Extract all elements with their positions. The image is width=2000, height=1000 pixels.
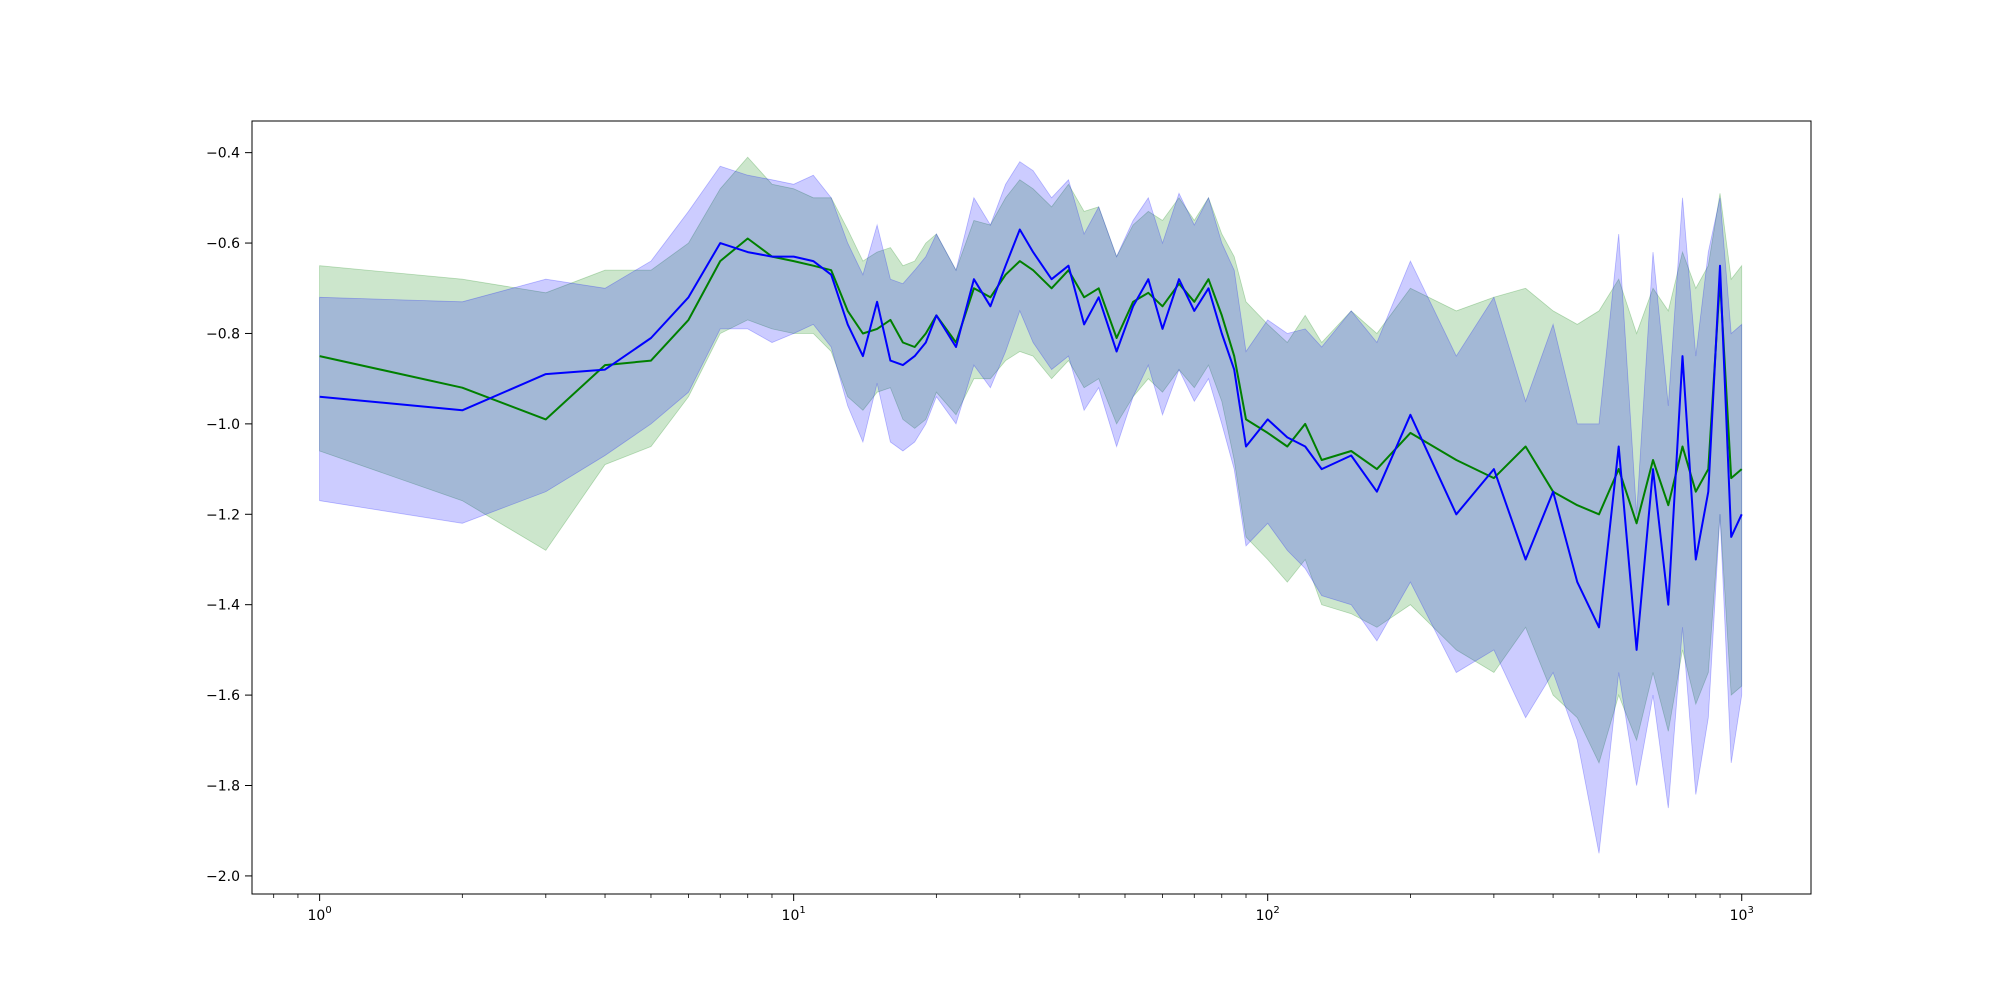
y-axis: −0.4 −0.6 −0.8 −1.0 −1.2 −1.4 −1.6 −1.8 −2.0 xyxy=(206,146,252,885)
y-tick-label: −1.8 xyxy=(206,779,240,795)
x-tick-label: 103 xyxy=(1730,905,1754,924)
x-tick-label: 101 xyxy=(782,905,806,924)
y-tick-label: −2.0 xyxy=(206,869,240,885)
series-2-line xyxy=(319,228,1743,651)
x-tick-label: 102 xyxy=(1256,905,1280,924)
y-tick-label: −1.6 xyxy=(206,688,240,704)
plot-area-frame xyxy=(251,120,1812,895)
y-tick-label: −0.8 xyxy=(206,326,240,342)
x-tick-label: 100 xyxy=(308,905,332,924)
y-tick-label: −1.0 xyxy=(206,417,240,433)
y-tick-label: −0.6 xyxy=(206,236,240,252)
x-axis: 100 101 102 103 xyxy=(273,894,1754,924)
series-lines xyxy=(319,228,1743,651)
y-tick-label: −0.4 xyxy=(206,146,240,162)
series-1-band xyxy=(319,156,1743,765)
y-tick-label: −1.2 xyxy=(206,507,240,523)
series-1-line xyxy=(319,237,1743,525)
y-tick-label: −1.4 xyxy=(206,598,240,614)
